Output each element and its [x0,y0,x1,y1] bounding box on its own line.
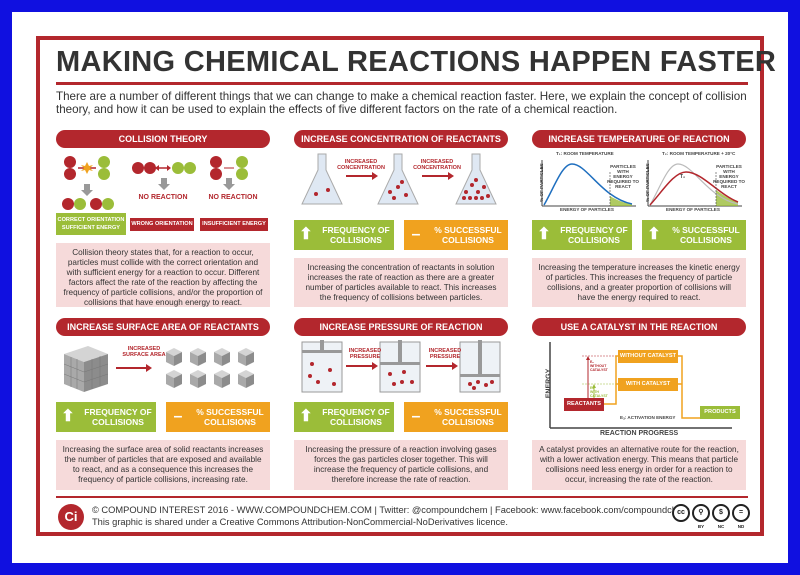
surface-area-diagram [63,346,254,392]
pressure-arrow-label-2: INCREASED PRESSURE [428,348,462,360]
minus-icon: – [173,408,183,425]
concentration-header: INCREASE CONCENTRATION OF REACTANTS [294,130,508,148]
concentration-arrow-label-2: INCREASED CONCENTRATION [413,159,461,171]
cc-nc-label: NC [717,524,725,529]
flask-diagram [301,153,497,205]
catalyst-description: A catalyst provides an alternative route… [532,440,746,490]
collision-theory-description: Collision theory states that, for a reac… [56,243,270,307]
t2-curve-label: T₂ [680,174,686,180]
catalyst-ylabel: ENERGY [545,368,553,399]
reactants-tag: REACTANTS [564,398,604,411]
pressure-header: INCREASE PRESSURE OF REACTION [294,318,508,336]
concentration-successful-pill: – % SUCCESSFUL COLLISIONS [404,220,508,250]
products-tag: PRODUCTS [700,406,740,419]
up-arrow-icon: ⬆ [647,226,661,243]
graph1-xlabel: ENERGY OF PARTICLES [560,207,614,212]
page-title: MAKING CHEMICAL REACTIONS HAPPEN FASTER [56,46,777,78]
surface-frequency-pill: ⬆ FREQUENCY OF COLLISIONS [56,402,156,432]
pressure-diagram [301,340,501,393]
intro-text: There are a number of different things t… [56,90,747,116]
nd-icon: = [732,504,750,522]
minus-icon: – [411,226,421,243]
up-arrow-icon: ⬆ [537,226,551,243]
poster: MAKING CHEMICAL REACTIONS HAPPEN FASTER … [36,36,777,536]
temperature-graphs [541,160,742,207]
correct-orientation-tag: CORRECT ORIENTATION SUFFICIENT ENERGY [56,213,126,235]
compound-interest-logo: Ci [58,504,84,530]
up-arrow-icon: ⬆ [299,408,313,425]
surface-area-arrow-label: INCREASED SURFACE AREA [122,346,166,358]
insufficient-energy-tag: INSUFFICIENT ENERGY [200,218,268,231]
wrong-orientation-tag: WRONG ORIENTATION [130,218,194,231]
surface-successful-pill: – % SUCCESSFUL COLLISIONS [166,402,270,432]
graph2-note: PARTICLES WITH ENERGY REQUIRED TO REACT [713,164,745,189]
temperature-frequency-pill: ⬆ FREQUENCY OF COLLISIONS [532,220,632,250]
graph1-ylabel: % OF PARTICLES [538,163,544,202]
collision-theory-header: COLLISION THEORY [56,130,270,148]
concentration-frequency-pill: ⬆ FREQUENCY OF COLLISIONS [294,220,394,250]
by-icon: ⚲ [692,504,710,522]
temperature-successful-pill: ⬆ % SUCCESSFUL COLLISIONS [642,220,746,250]
with-catalyst-tag: WITH CATALYST [618,378,678,391]
cc-by-label: BY [697,524,705,529]
footer-credits: © COMPOUND INTEREST 2016 - WWW.COMPOUNDC… [92,505,690,515]
surface-area-description: Increasing the surface area of solid rea… [56,440,270,490]
footer-divider [56,496,748,498]
concentration-description: Increasing the concentration of reactant… [294,258,508,307]
concentration-arrow-label-1: INCREASED CONCENTRATION [337,159,385,171]
catalyst-header: USE A CATALYST IN THE REACTION [532,318,746,336]
graph2-xlabel: ENERGY OF PARTICLES [666,207,720,212]
footer-licence: This graphic is shared under a Creative … [92,517,508,527]
ea-with-label: Eₐ WITH CATALYST [590,386,608,398]
graph1-title: T₁: ROOM TEMPERATURE [556,151,614,156]
pressure-successful-pill: – % SUCCESSFUL COLLISIONS [404,402,508,432]
ea-without-label: Eₐ WITHOUT CATALYST [590,360,608,372]
cc-nd-label: ND [737,524,745,529]
graph1-note: PARTICLES WITH ENERGY REQUIRED TO REACT [607,164,639,189]
temperature-header: INCREASE TEMPERATURE OF REACTION [532,130,746,148]
no-reaction-label-1: NO REACTION [138,194,188,201]
up-arrow-icon: ⬆ [61,408,75,425]
pressure-arrow-label-1: INCREASED PRESSURE [348,348,382,360]
activation-energy-legend: Eₐ: ACTIVATION ENERGY [620,415,676,420]
graph2-title: T₂: ROOM TEMPERATURE + 20°C [662,151,736,156]
collision-diagram [62,156,248,210]
without-catalyst-tag: WITHOUT CATALYST [618,350,678,363]
pressure-description: Increasing the pressure of a reaction in… [294,440,508,490]
catalyst-xlabel: REACTION PROGRESS [600,430,679,437]
up-arrow-icon: ⬆ [299,226,313,243]
cc-icon: cc [672,504,690,522]
nc-icon: $ [712,504,730,522]
graph2-ylabel: % OF PARTICLES [644,163,650,202]
pressure-frequency-pill: ⬆ FREQUENCY OF COLLISIONS [294,402,394,432]
temperature-description: Increasing the temperature increases the… [532,258,746,307]
surface-area-header: INCREASE SURFACE AREA OF REACTANTS [56,318,270,336]
no-reaction-label-2: NO REACTION [208,194,258,201]
minus-icon: – [411,408,421,425]
title-divider [56,82,748,85]
